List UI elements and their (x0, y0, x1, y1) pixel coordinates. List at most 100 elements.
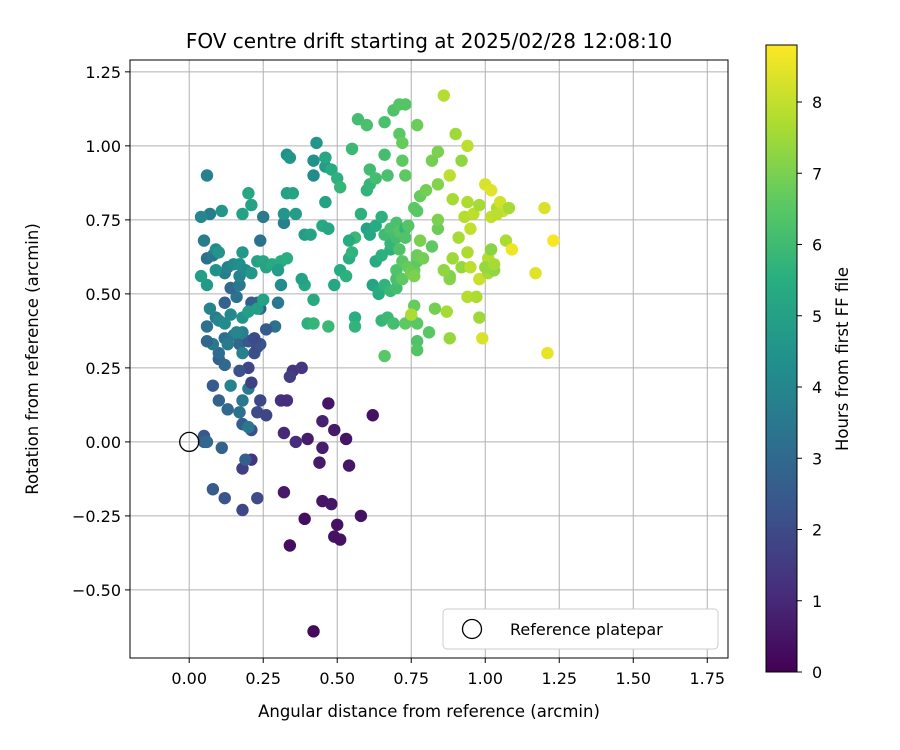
data-point (399, 231, 412, 244)
data-point (431, 222, 445, 235)
data-point (322, 222, 335, 235)
y-tick-label: −0.25 (72, 507, 121, 526)
data-point (221, 337, 234, 351)
data-point (378, 148, 391, 161)
data-point (431, 213, 445, 227)
data-point (200, 335, 214, 348)
data-point (277, 426, 291, 440)
data-point (215, 204, 228, 218)
data-point (363, 228, 376, 241)
data-point (197, 234, 211, 247)
colorbar-tick-label: 6 (812, 236, 822, 255)
data-point (461, 195, 474, 209)
data-point (431, 178, 445, 191)
data-point (431, 145, 445, 158)
data-point (393, 243, 406, 256)
data-point (446, 252, 459, 265)
data-point (283, 370, 297, 383)
data-point (354, 207, 368, 221)
y-axis-label: Rotation from reference (arcmin) (23, 223, 42, 495)
y-tick-label: −0.50 (72, 581, 121, 600)
data-point (233, 406, 246, 419)
data-point (410, 118, 424, 132)
data-point (280, 394, 294, 407)
y-tick-label: 1.25 (85, 63, 121, 82)
data-point (339, 432, 353, 446)
data-point (405, 308, 418, 321)
data-point (236, 503, 249, 517)
data-point (381, 169, 394, 182)
data-point (242, 187, 255, 200)
data-point (476, 332, 489, 345)
y-tick-label: 1.00 (85, 137, 121, 156)
data-point (298, 512, 311, 526)
data-point (319, 151, 332, 164)
data-point (390, 263, 403, 277)
plot-frame (129, 59, 729, 659)
data-point (529, 266, 542, 280)
data-point (233, 364, 246, 378)
data-point (490, 207, 504, 221)
colorbar-tick-label: 8 (812, 93, 822, 112)
data-point (437, 263, 451, 277)
data-point (259, 409, 273, 422)
data-point (333, 181, 347, 194)
data-point (200, 169, 214, 182)
data-point (333, 533, 347, 546)
data-point (470, 290, 483, 304)
x-tick-label: 1.25 (541, 669, 577, 688)
data-point (251, 491, 264, 505)
data-point (410, 317, 424, 330)
data-point (410, 204, 424, 218)
data-point (248, 332, 261, 345)
data-point (410, 343, 424, 357)
x-tick-label: 0.50 (319, 669, 355, 688)
data-point (307, 317, 320, 330)
data-point (322, 397, 335, 410)
data-point (307, 169, 320, 182)
data-point (378, 115, 391, 129)
data-point (304, 228, 317, 241)
data-point (245, 198, 258, 212)
data-point (316, 441, 329, 455)
data-point (277, 207, 291, 221)
x-tick-label: 1.00 (467, 669, 503, 688)
data-point (259, 323, 273, 336)
data-point (461, 290, 474, 304)
data-point (375, 210, 388, 224)
data-point (295, 361, 308, 375)
data-point (399, 169, 412, 182)
data-point (366, 409, 379, 422)
data-point (200, 320, 214, 333)
data-point (473, 311, 486, 324)
data-point (342, 234, 356, 247)
data-point (194, 269, 208, 283)
data-point (245, 266, 258, 280)
data-point (251, 302, 264, 315)
data-point (325, 163, 338, 176)
data-point (375, 249, 388, 262)
data-point (236, 394, 249, 407)
data-point (274, 278, 288, 292)
colorbar-tick-label: 3 (812, 449, 822, 468)
x-tick-label: 0.00 (171, 669, 207, 688)
data-point (369, 219, 382, 232)
data-point (194, 210, 208, 224)
data-point (467, 207, 480, 221)
data-point (301, 432, 314, 446)
legend-label: Reference platepar (510, 620, 663, 639)
data-point (342, 459, 356, 472)
data-point (331, 518, 344, 531)
y-tick-label: 0.75 (85, 211, 121, 230)
x-axis-label: Angular distance from reference (arcmin) (258, 702, 600, 721)
data-point (399, 317, 412, 330)
data-point (245, 376, 258, 389)
data-point (369, 172, 382, 185)
data-point (387, 317, 400, 330)
colorbar-label: Hours from first FF file (833, 267, 852, 451)
data-point (218, 358, 231, 372)
data-point (307, 293, 320, 306)
data-point (416, 252, 430, 265)
data-point (396, 272, 409, 286)
